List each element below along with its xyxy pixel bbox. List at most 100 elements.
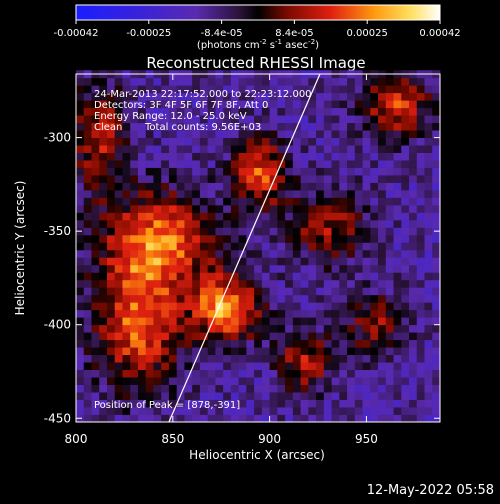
heatmap-cell — [153, 392, 162, 400]
heatmap-cell — [230, 272, 240, 281]
heatmap-cell — [137, 227, 147, 236]
heatmap-cell — [409, 384, 418, 393]
heatmap-cell — [91, 362, 100, 371]
heatmap-cell — [261, 160, 271, 168]
heatmap-cell — [393, 279, 402, 288]
heatmap-cell — [223, 115, 232, 124]
heatmap-cell — [192, 257, 201, 266]
heatmap-cell — [308, 85, 317, 94]
heatmap-cell — [331, 294, 340, 303]
heatmap-cell — [339, 122, 348, 131]
heatmap-cell — [168, 362, 178, 371]
heatmap-cell — [168, 354, 178, 363]
heatmap-cell — [238, 197, 247, 206]
heatmap-cell — [285, 399, 294, 408]
heatmap-cell — [254, 294, 263, 303]
heatmap-cell — [424, 212, 433, 221]
heatmap-cell — [99, 190, 108, 198]
heatmap-cell — [261, 152, 271, 161]
heatmap-cell — [269, 287, 278, 296]
heatmap-cell — [114, 362, 123, 371]
heatmap-cell — [362, 377, 371, 385]
heatmap-cell — [331, 279, 340, 288]
heatmap-cell — [184, 362, 193, 371]
heatmap-cell — [432, 85, 441, 94]
heatmap-cell — [254, 309, 263, 318]
heatmap-cell — [130, 324, 139, 333]
heatmap-cell — [99, 302, 108, 311]
heatmap-cell — [362, 227, 371, 236]
heatmap-cell — [192, 242, 201, 251]
heatmap-cell — [323, 339, 332, 348]
heatmap-cell — [347, 272, 356, 281]
heatmap-cell — [316, 317, 325, 326]
heatmap-cell — [316, 130, 325, 139]
heatmap-cell — [130, 354, 139, 363]
heatmap-cell — [300, 137, 309, 146]
heatmap-cell — [416, 279, 425, 288]
heatmap-cell — [308, 302, 317, 311]
heatmap-cell — [331, 414, 340, 423]
heatmap-cell — [308, 182, 317, 191]
heatmap-cell — [145, 122, 154, 131]
heatmap-cell — [378, 279, 387, 288]
heatmap-cell — [176, 85, 185, 94]
heatmap-cell — [354, 137, 363, 146]
heatmap-cell — [401, 302, 410, 311]
heatmap-cell — [246, 249, 255, 258]
heatmap-cell — [207, 212, 216, 221]
heatmap-cell — [215, 279, 224, 288]
x-tick-label: 950 — [355, 432, 378, 446]
heatmap-cell — [161, 190, 170, 198]
heatmap-cell — [215, 197, 224, 206]
heatmap-cell — [424, 190, 433, 198]
heatmap-cell — [246, 264, 255, 273]
heatmap-cell — [300, 309, 309, 318]
heatmap-cell — [238, 85, 247, 94]
heatmap-cell — [91, 272, 100, 281]
heatmap-cell — [277, 264, 286, 273]
heatmap-cell — [254, 167, 263, 176]
heatmap-cell — [130, 137, 139, 146]
heatmap-cell — [269, 264, 278, 273]
heatmap-cell — [401, 234, 410, 243]
heatmap-cell — [285, 384, 294, 393]
heatmap-cell — [432, 100, 441, 109]
heatmap-cell — [161, 219, 170, 228]
heatmap-cell — [161, 167, 170, 176]
heatmap-cell — [130, 302, 139, 311]
heatmap-cell — [347, 130, 356, 139]
heatmap-cell — [238, 204, 247, 213]
heatmap-cell — [362, 212, 371, 221]
heatmap-cell — [393, 167, 402, 176]
heatmap-cell — [137, 204, 147, 213]
heatmap-cell — [130, 279, 139, 288]
heatmap-cell — [409, 152, 418, 161]
heatmap-cell — [130, 77, 139, 86]
heatmap-cell — [184, 145, 193, 153]
heatmap-cells — [76, 70, 441, 423]
heatmap-cell — [424, 152, 433, 161]
heatmap-cell — [83, 204, 92, 213]
heatmap-cell — [370, 302, 379, 311]
heatmap-cell — [230, 100, 240, 109]
heatmap-cell — [432, 324, 441, 333]
heatmap-cell — [292, 309, 301, 318]
heatmap-cell — [223, 219, 232, 228]
heatmap-cell — [83, 384, 92, 393]
heatmap-cell — [362, 392, 371, 400]
heatmap-cell — [130, 160, 139, 168]
heatmap-cell — [184, 347, 193, 356]
heatmap-cell — [300, 332, 309, 341]
heatmap-cell — [401, 324, 410, 333]
heatmap-cell — [378, 204, 387, 213]
heatmap-cell — [199, 392, 209, 400]
heatmap-cell — [385, 234, 394, 243]
heatmap-cell — [261, 339, 271, 348]
heatmap-cell — [300, 212, 309, 221]
heatmap-cell — [230, 182, 240, 191]
heatmap-cell — [323, 137, 332, 146]
heatmap-cell — [207, 287, 216, 296]
heatmap-cell — [192, 272, 201, 281]
heatmap-cell — [246, 77, 255, 86]
